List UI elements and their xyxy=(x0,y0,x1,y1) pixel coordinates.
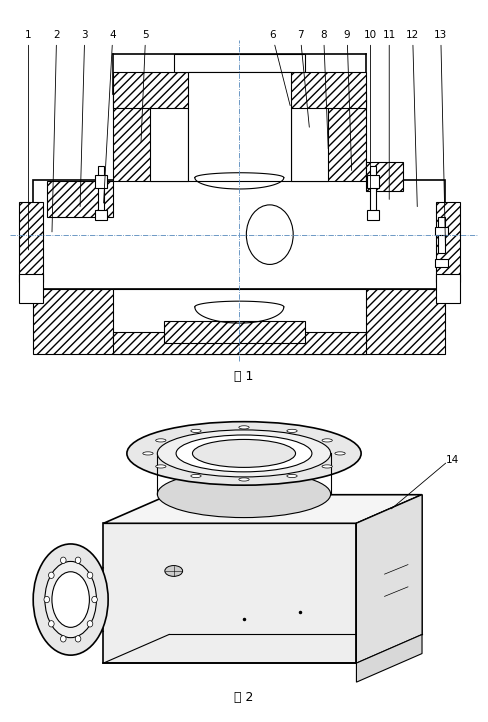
Bar xyxy=(150,94,188,180)
Ellipse shape xyxy=(143,452,153,455)
Polygon shape xyxy=(103,495,422,523)
Bar xyxy=(19,202,42,282)
Ellipse shape xyxy=(48,572,54,578)
Ellipse shape xyxy=(87,572,93,578)
Bar xyxy=(98,166,104,217)
Ellipse shape xyxy=(239,426,249,429)
Ellipse shape xyxy=(44,596,50,603)
Bar xyxy=(95,175,107,188)
Polygon shape xyxy=(356,495,422,663)
Bar xyxy=(113,332,366,354)
Text: 10: 10 xyxy=(364,30,377,206)
Ellipse shape xyxy=(287,474,297,477)
Ellipse shape xyxy=(61,635,66,642)
Text: 13: 13 xyxy=(434,30,447,243)
Ellipse shape xyxy=(157,471,331,518)
Text: 7: 7 xyxy=(297,30,309,127)
Ellipse shape xyxy=(33,544,108,655)
Ellipse shape xyxy=(156,465,166,468)
Text: 12: 12 xyxy=(406,30,419,206)
Ellipse shape xyxy=(45,562,97,638)
Bar xyxy=(367,210,379,220)
Text: 2: 2 xyxy=(52,30,60,232)
Text: 8: 8 xyxy=(320,30,328,149)
Ellipse shape xyxy=(335,452,345,455)
Ellipse shape xyxy=(61,557,66,563)
Text: 1: 1 xyxy=(25,30,32,250)
Ellipse shape xyxy=(287,430,297,432)
Bar xyxy=(367,175,379,188)
Text: 9: 9 xyxy=(344,30,352,170)
Text: 11: 11 xyxy=(383,30,396,199)
Bar xyxy=(435,259,448,267)
Ellipse shape xyxy=(246,205,293,264)
Bar xyxy=(113,289,366,343)
Ellipse shape xyxy=(75,557,81,563)
Ellipse shape xyxy=(176,435,312,472)
Bar xyxy=(19,274,42,303)
Polygon shape xyxy=(356,495,422,663)
Bar xyxy=(366,162,403,191)
Bar xyxy=(436,202,460,282)
Bar xyxy=(33,289,446,354)
Polygon shape xyxy=(103,523,356,663)
Bar xyxy=(33,180,446,289)
Ellipse shape xyxy=(75,635,81,642)
Bar xyxy=(174,54,305,72)
Ellipse shape xyxy=(52,572,89,627)
Text: 4: 4 xyxy=(103,30,116,203)
Bar xyxy=(47,180,113,217)
Bar xyxy=(291,94,366,180)
Bar xyxy=(164,321,305,343)
Bar xyxy=(291,94,328,180)
Bar xyxy=(113,94,188,180)
Ellipse shape xyxy=(87,621,93,627)
Ellipse shape xyxy=(191,430,201,432)
Ellipse shape xyxy=(322,439,332,442)
Ellipse shape xyxy=(239,478,249,481)
Bar xyxy=(438,217,445,253)
Ellipse shape xyxy=(157,430,331,477)
Text: 图 1: 图 1 xyxy=(234,370,254,383)
Text: 6: 6 xyxy=(269,30,290,105)
Ellipse shape xyxy=(156,439,166,442)
Text: 3: 3 xyxy=(80,30,88,206)
Ellipse shape xyxy=(48,621,54,627)
Polygon shape xyxy=(356,635,422,682)
Bar xyxy=(436,274,460,303)
Ellipse shape xyxy=(165,565,183,576)
Text: 14: 14 xyxy=(446,455,459,465)
Bar xyxy=(369,166,376,217)
Ellipse shape xyxy=(127,422,361,485)
Ellipse shape xyxy=(92,596,98,603)
Bar xyxy=(95,210,107,220)
Ellipse shape xyxy=(191,474,201,477)
Ellipse shape xyxy=(192,440,296,467)
Bar xyxy=(188,72,291,180)
Text: 图 2: 图 2 xyxy=(234,692,254,705)
Text: 5: 5 xyxy=(141,30,149,142)
Ellipse shape xyxy=(322,465,332,468)
Bar xyxy=(435,227,448,235)
Bar xyxy=(113,72,366,108)
